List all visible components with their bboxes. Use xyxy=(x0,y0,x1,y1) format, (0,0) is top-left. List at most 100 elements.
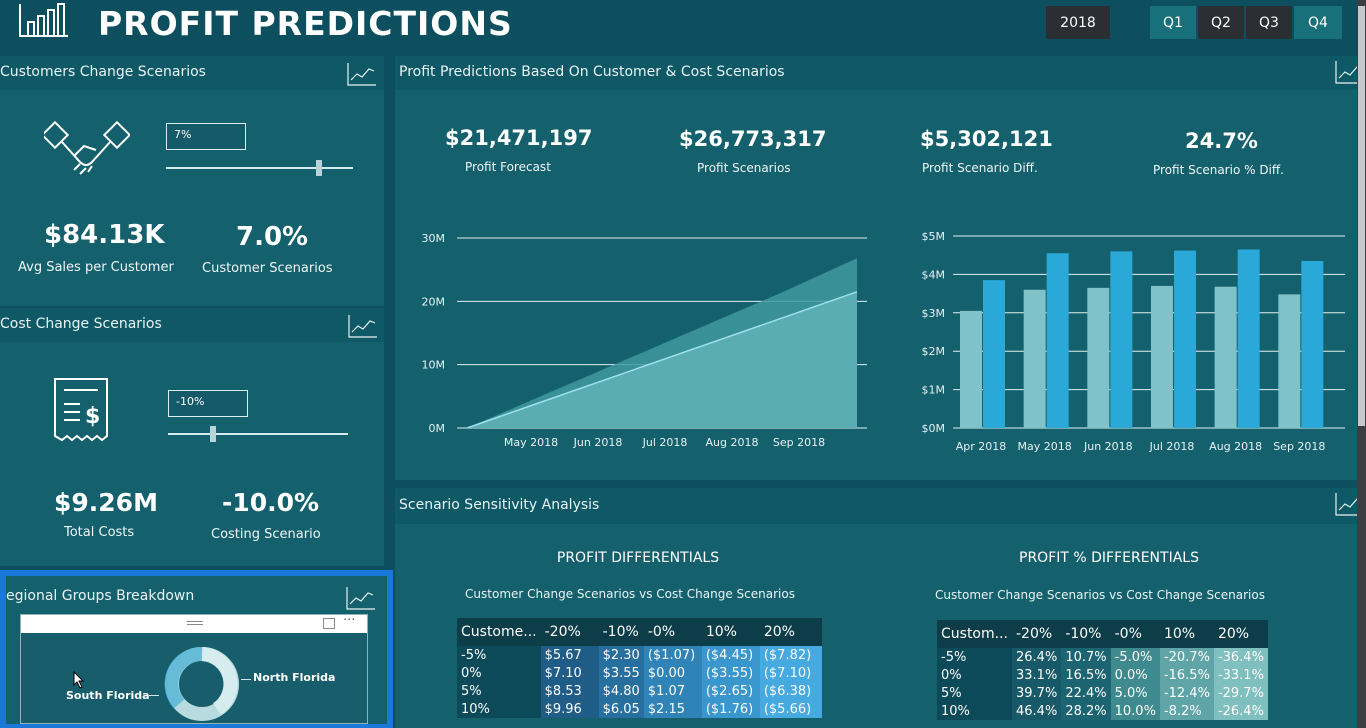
bar xyxy=(960,310,982,428)
column-header[interactable]: 20% xyxy=(759,618,822,646)
trend-icon[interactable] xyxy=(346,586,376,610)
column-header[interactable]: -10% xyxy=(598,618,644,646)
table-cell: -20.7% xyxy=(1159,648,1214,666)
handshake-icon xyxy=(44,120,130,175)
x-tick-label: Sep 2018 xyxy=(1273,440,1325,453)
row-header-cell: 5% xyxy=(937,684,1012,702)
table-cell: ($7.10) xyxy=(759,664,822,682)
table-cell: 28.2% xyxy=(1061,702,1111,720)
column-header[interactable]: Custom... xyxy=(937,620,1012,648)
drag-handle-icon[interactable] xyxy=(187,621,203,622)
table-row: 5% $8.53 $4.80 $1.07 ($2.65) ($6.38) xyxy=(457,682,822,700)
regional-visual-frame[interactable]: ··· North Florida South Florida xyxy=(20,613,368,725)
customer-slider-handle[interactable] xyxy=(316,160,323,176)
x-tick-label: Jun 2018 xyxy=(573,436,623,449)
cost-panel-title: Cost Change Scenarios xyxy=(0,316,162,332)
total-costs-label: Total Costs xyxy=(64,525,135,540)
bar xyxy=(1301,260,1324,428)
page-title: PROFIT PREDICTIONS xyxy=(98,4,513,43)
row-header-cell: -5% xyxy=(937,648,1012,666)
row-header-cell: -5% xyxy=(457,646,541,664)
y-tick-label: $4M xyxy=(922,268,946,281)
x-tick-label: Jul 2018 xyxy=(642,436,688,449)
header-bar: PROFIT PREDICTIONS 2018 Q1 Q2 Q3 Q4 xyxy=(0,0,1366,52)
profit-diff-label: Profit Scenario Diff. xyxy=(922,161,1038,175)
y-tick-label: 0M xyxy=(429,422,446,435)
mouse-cursor-icon xyxy=(73,671,85,689)
bar xyxy=(1151,285,1173,428)
predictions-panel-title: Profit Predictions Based On Customer & C… xyxy=(399,64,785,80)
sensitivity-panel-title: Scenario Sensitivity Analysis xyxy=(399,497,600,513)
avg-sales-value: $84.13K xyxy=(44,220,165,250)
table-cell: $5.67 xyxy=(540,646,599,664)
table-row: -5% 26.4% 10.7% -5.0% -20.7% -36.4% xyxy=(937,648,1268,666)
x-tick-label: Jul 2018 xyxy=(1149,440,1195,453)
column-header[interactable]: -20% xyxy=(1012,620,1062,648)
profit-scenarios-label: Profit Scenarios xyxy=(697,161,791,175)
table-cell: -29.7% xyxy=(1213,684,1268,702)
row-header-cell: 0% xyxy=(457,664,541,682)
row-header-cell: 0% xyxy=(937,666,1012,684)
customers-panel-title: Customers Change Scenarios xyxy=(0,64,206,80)
quarter-q2-button[interactable]: Q2 xyxy=(1198,6,1244,39)
y-tick-label: $5M xyxy=(922,230,946,243)
south-florida-label: South Florida xyxy=(66,689,150,702)
column-header[interactable]: 10% xyxy=(1159,620,1214,648)
table-cell: -33.1% xyxy=(1213,666,1268,684)
table-row: 5% 39.7% 22.4% 5.0% -12.4% -29.7% xyxy=(937,684,1268,702)
profit-pct-diff-subheading: Customer Change Scenarios vs Cost Change… xyxy=(935,588,1265,602)
table-cell: 5.0% xyxy=(1110,684,1160,702)
row-header-cell: 10% xyxy=(937,702,1012,720)
cost-slider-handle[interactable] xyxy=(210,426,216,442)
table-row: 10% $9.96 $6.05 $2.15 ($1.76) ($5.66) xyxy=(457,700,822,718)
bar-chart-icon xyxy=(19,3,68,37)
profit-pct-diff-heading: PROFIT % DIFFERENTIALS xyxy=(1019,550,1199,566)
cost-change-input[interactable]: -10% xyxy=(168,390,248,417)
table-cell: $2.30 xyxy=(598,646,644,664)
donut-chart[interactable] xyxy=(157,639,247,725)
column-header[interactable]: 20% xyxy=(1213,620,1268,648)
table-cell: 10.0% xyxy=(1110,702,1160,720)
trend-icon[interactable] xyxy=(347,62,377,86)
cost-change-slider[interactable] xyxy=(168,433,348,435)
x-tick-label: Aug 2018 xyxy=(1209,440,1262,453)
series-forecast-line xyxy=(466,291,858,429)
profit-bar-chart[interactable]: $5M $4M $3M $2M $1M $0M Apr 2018 May 2018 Jun 20… xyxy=(895,216,1355,466)
table-cell: ($7.82) xyxy=(759,646,822,664)
costing-scenario-label: Costing Scenario xyxy=(211,527,321,542)
table-cell: -36.4% xyxy=(1213,648,1268,666)
table-cell: -12.4% xyxy=(1159,684,1214,702)
table-cell: $4.80 xyxy=(598,682,644,700)
column-header[interactable]: Custome... xyxy=(457,618,541,646)
customer-change-slider[interactable] xyxy=(166,167,353,169)
more-options-icon[interactable]: ··· xyxy=(343,613,356,628)
column-header[interactable]: 10% xyxy=(701,618,760,646)
bar xyxy=(1087,287,1110,428)
profit-pct-differentials-table: Custom... -20% -10% -0% 10% 20% -5% 26.4% 10.7% -… xyxy=(937,620,1268,720)
profit-scenarios-value: $26,773,317 xyxy=(679,127,827,151)
quarter-q3-button[interactable]: Q3 xyxy=(1246,6,1292,39)
profit-diff-heading: PROFIT DIFFERENTIALS xyxy=(556,550,720,566)
profit-area-chart[interactable]: 30M 20M 10M 0M May 2018 Jun 2018 Jul 2018 Aug 2… xyxy=(395,216,875,466)
trend-icon[interactable] xyxy=(348,314,378,338)
column-header[interactable]: -0% xyxy=(1110,620,1160,648)
quarter-q1-button[interactable]: Q1 xyxy=(1150,6,1196,39)
y-tick-label: 10M xyxy=(422,359,446,372)
focus-mode-icon[interactable] xyxy=(323,618,335,629)
avg-sales-label: Avg Sales per Customer xyxy=(18,260,174,275)
column-header[interactable]: -0% xyxy=(643,618,702,646)
table-cell: $1.07 xyxy=(643,682,702,700)
table-cell: ($1.07) xyxy=(643,646,702,664)
regional-panel-title: egional Groups Breakdown xyxy=(6,588,195,604)
customer-change-input[interactable]: 7% xyxy=(166,123,246,150)
column-header[interactable]: -20% xyxy=(540,618,599,646)
x-tick-label: May 2018 xyxy=(1018,440,1072,453)
quarter-q4-button[interactable]: Q4 xyxy=(1294,6,1342,39)
column-header[interactable]: -10% xyxy=(1061,620,1111,648)
year-filter-button[interactable]: 2018 xyxy=(1046,6,1110,39)
y-tick-label: $0M xyxy=(922,422,946,435)
table-cell: -16.5% xyxy=(1159,666,1214,684)
bar xyxy=(1110,251,1133,428)
x-tick-label: Jun 2018 xyxy=(1083,440,1133,453)
scrollbar-thumb[interactable] xyxy=(1358,6,1365,426)
